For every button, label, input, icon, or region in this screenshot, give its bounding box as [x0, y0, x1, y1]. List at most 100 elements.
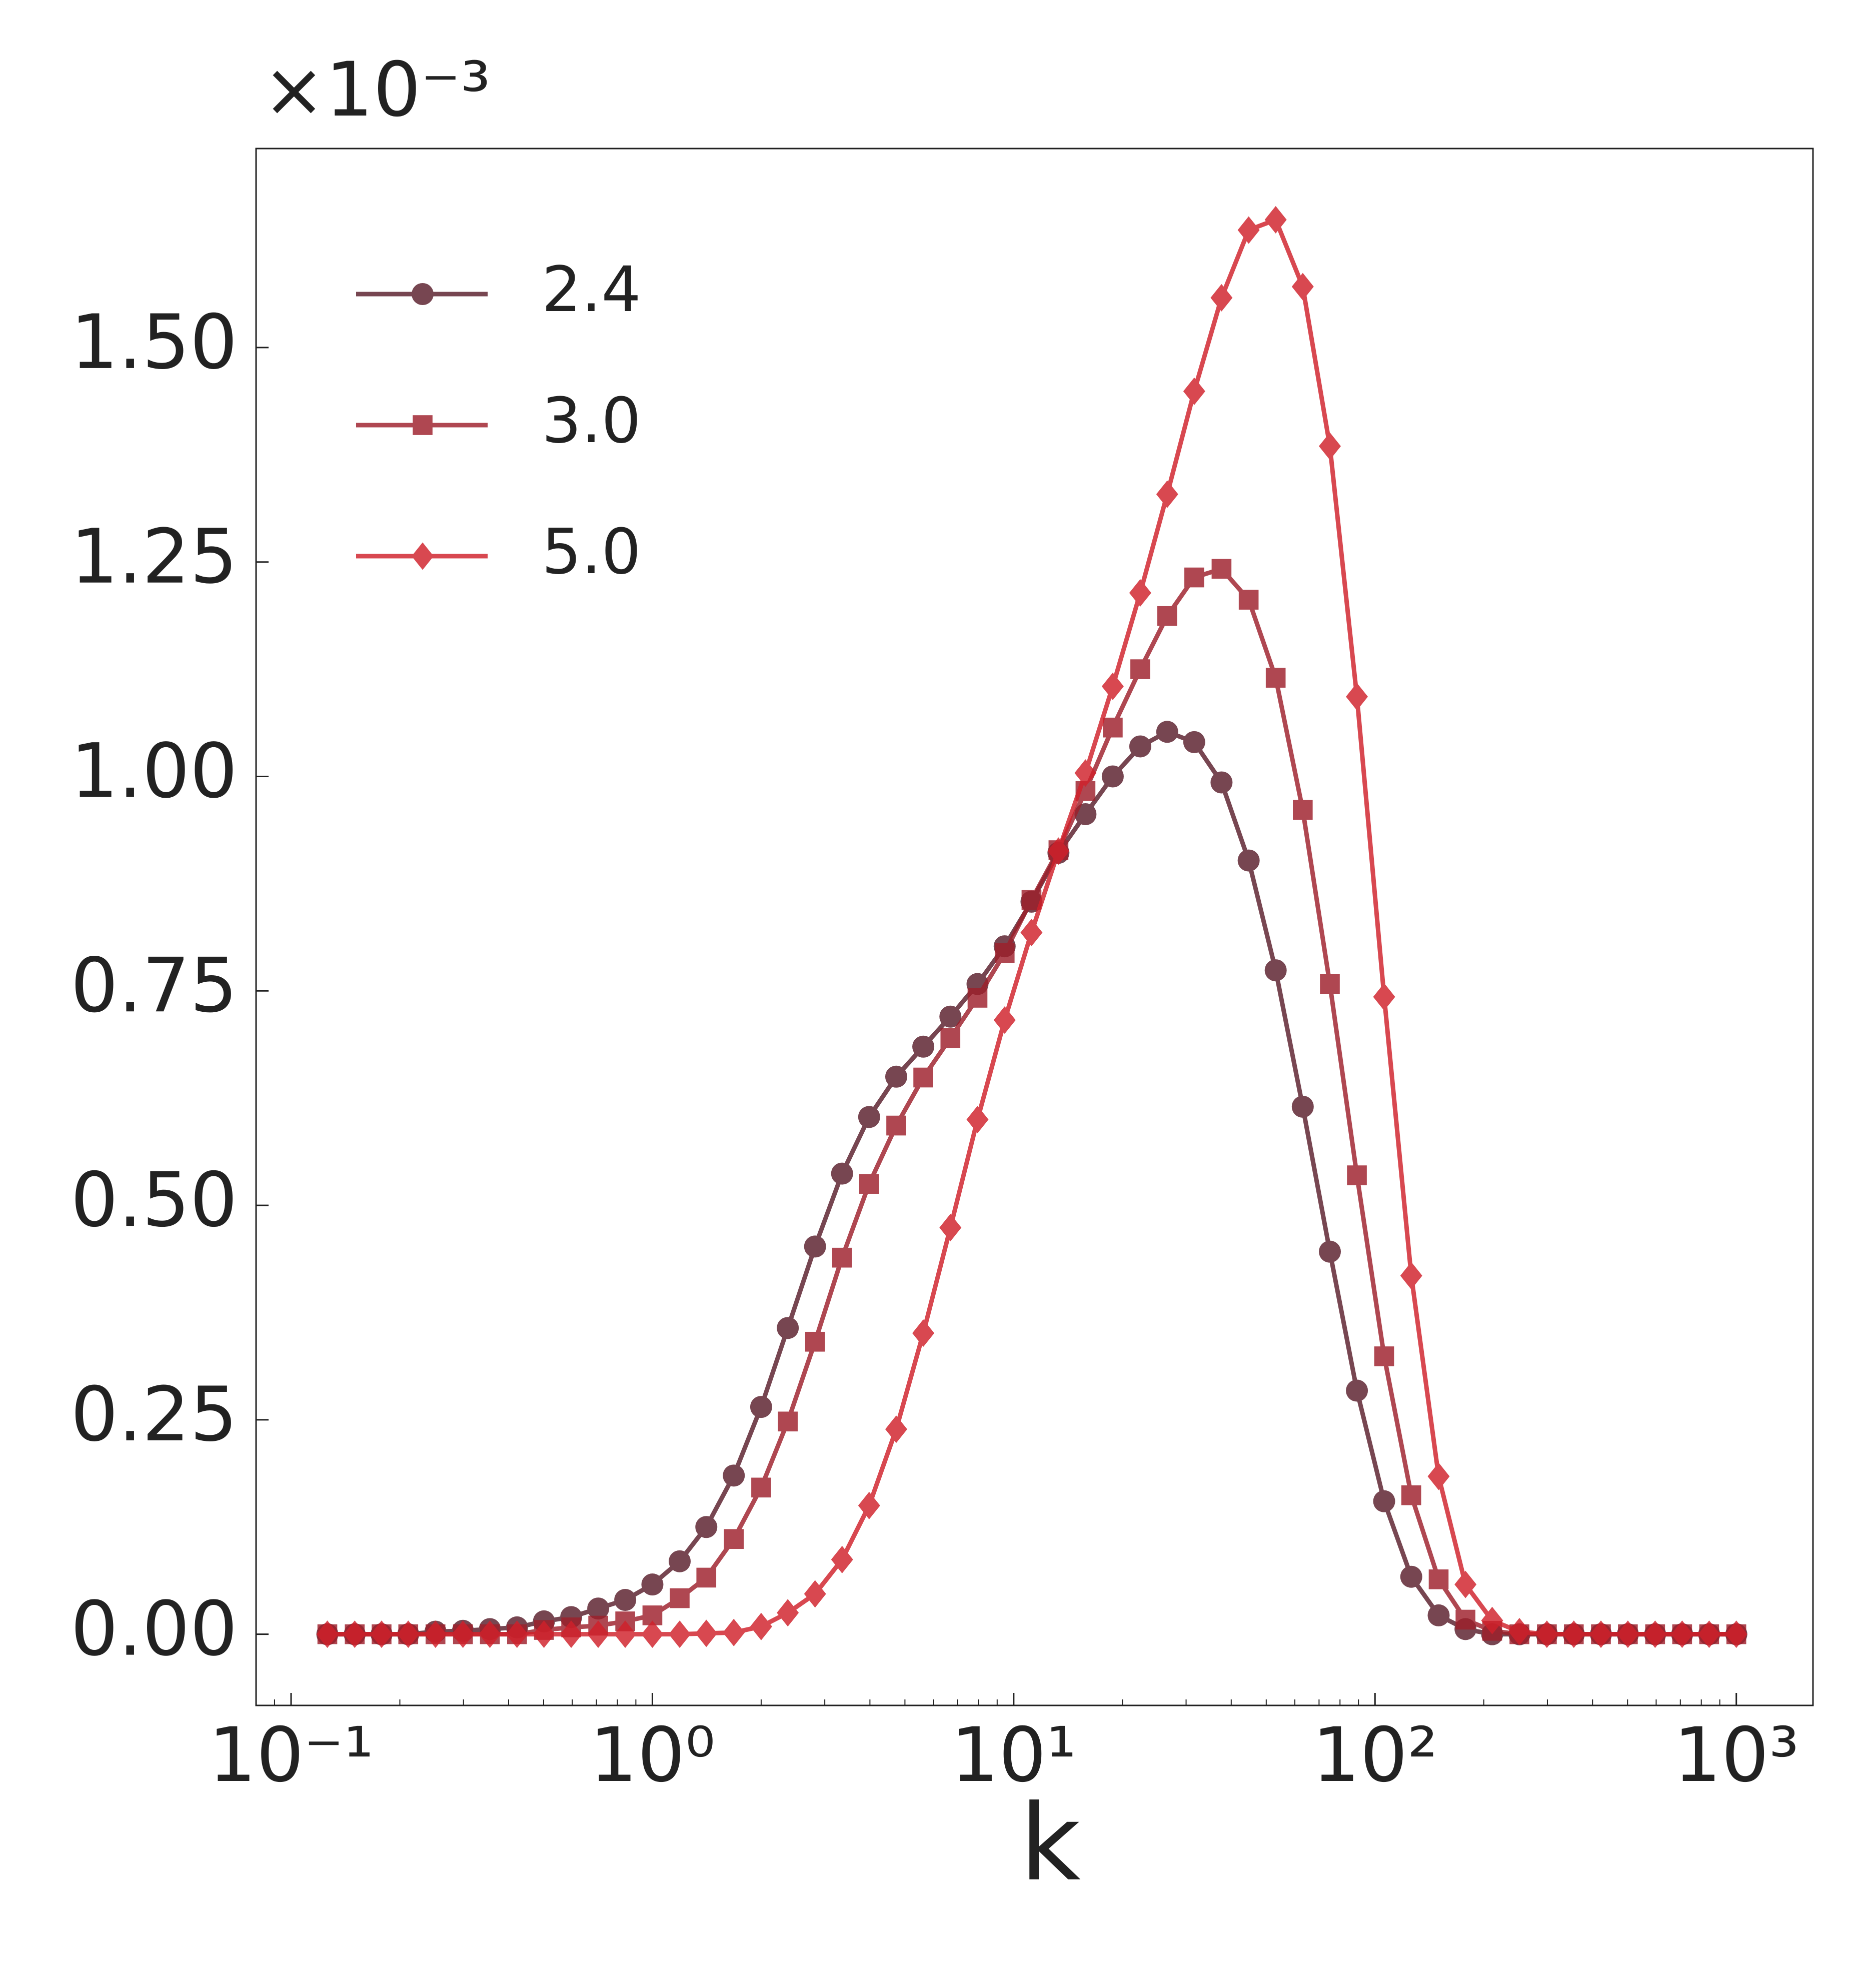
marker [641, 1573, 664, 1596]
marker [993, 1006, 1016, 1034]
marker [966, 1106, 989, 1134]
marker [1156, 721, 1178, 743]
marker [913, 1067, 933, 1088]
marker [1562, 1620, 1585, 1648]
marker [1101, 765, 1124, 788]
marker [1291, 273, 1314, 301]
marker [1047, 837, 1070, 865]
marker [1400, 1565, 1422, 1588]
marker [1020, 919, 1043, 947]
marker [506, 1620, 528, 1648]
marker [1428, 1569, 1449, 1589]
marker [967, 988, 988, 1008]
marker [695, 1516, 718, 1538]
x-tick-label: 10³ [1673, 1712, 1799, 1799]
marker [1183, 377, 1205, 405]
marker [858, 1106, 880, 1128]
marker [1130, 659, 1150, 679]
marker [1129, 579, 1151, 607]
marker [669, 1620, 691, 1648]
marker [885, 1065, 907, 1088]
legend-entry [356, 283, 488, 305]
marker [1427, 1604, 1450, 1626]
marker [805, 1331, 825, 1352]
y-tick-label: 1.25 [71, 514, 238, 601]
y-tick-label: 0.25 [71, 1371, 238, 1458]
marker [1291, 1095, 1314, 1118]
marker [1074, 759, 1097, 787]
marker [587, 1597, 610, 1620]
marker [479, 1620, 501, 1648]
marker [1455, 1609, 1475, 1630]
legend-marker [412, 283, 434, 305]
y-tick-label: 1.00 [71, 728, 238, 815]
marker [750, 1396, 772, 1418]
marker [1400, 1262, 1422, 1290]
marker [724, 1529, 744, 1549]
x-tick-label: 10⁻¹ [209, 1712, 374, 1799]
marker [1346, 683, 1368, 711]
series [316, 206, 1747, 1648]
marker [886, 1115, 906, 1136]
marker [831, 1162, 853, 1185]
legend-marker [412, 542, 434, 570]
marker [1427, 1462, 1450, 1490]
marker [1319, 432, 1341, 460]
marker [587, 1620, 610, 1648]
marker [885, 1415, 907, 1443]
marker [1074, 803, 1097, 825]
marker [1373, 1490, 1395, 1512]
marker [696, 1567, 717, 1588]
plot-frame [255, 148, 1814, 1706]
marker [832, 1247, 852, 1268]
y-offset-label: ×10⁻³ [263, 47, 491, 134]
marker [1347, 1165, 1367, 1185]
marker [1401, 1485, 1421, 1505]
marker [424, 1620, 447, 1648]
marker [1671, 1620, 1693, 1648]
marker [452, 1620, 474, 1648]
marker [344, 1620, 366, 1648]
marker [1320, 974, 1340, 994]
x-axis-label: k [1020, 1782, 1081, 1904]
marker [859, 1174, 879, 1194]
legend-entry [356, 542, 488, 570]
marker [777, 1599, 799, 1627]
y-tick-label: 1.50 [71, 299, 238, 386]
marker [669, 1550, 691, 1572]
marker [1238, 590, 1259, 610]
marker [1211, 559, 1232, 579]
marker [370, 1620, 393, 1648]
marker [1157, 606, 1177, 626]
marker [1264, 206, 1287, 234]
y-tick-label: 0.50 [71, 1157, 238, 1244]
marker [858, 1491, 880, 1519]
x-tick-label: 10¹ [951, 1712, 1076, 1799]
marker [641, 1620, 664, 1648]
marker [1237, 849, 1260, 872]
marker [1210, 771, 1233, 794]
marker [533, 1620, 555, 1648]
marker [316, 1620, 339, 1648]
marker [723, 1464, 745, 1487]
marker [1156, 480, 1178, 508]
marker [1183, 731, 1205, 753]
marker [912, 1035, 935, 1058]
marker [1103, 717, 1123, 738]
marker [1293, 800, 1313, 820]
marker [804, 1580, 826, 1608]
marker [1725, 1620, 1747, 1648]
marker [1535, 1620, 1558, 1648]
marker [994, 943, 1015, 963]
marker [1265, 668, 1286, 688]
marker [1481, 1606, 1503, 1634]
marker [1616, 1620, 1639, 1648]
marker [912, 1319, 935, 1347]
marker [1319, 1240, 1341, 1263]
marker [1101, 672, 1124, 700]
legend-label: 5.0 [542, 516, 641, 588]
marker [560, 1620, 583, 1648]
marker [1264, 959, 1287, 982]
